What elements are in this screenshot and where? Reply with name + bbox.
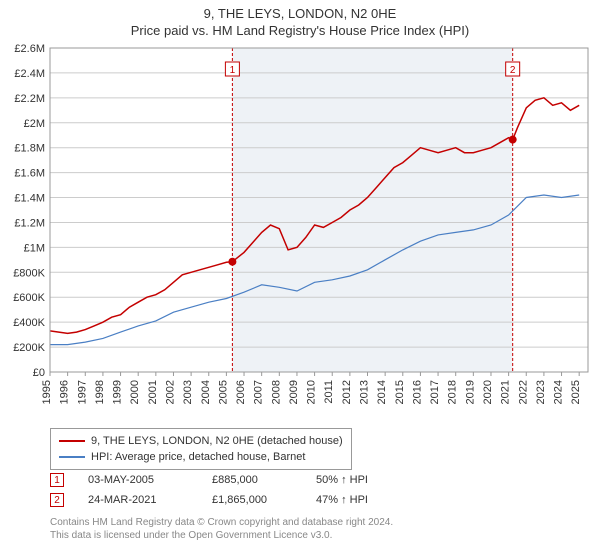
legend-swatch bbox=[59, 456, 85, 458]
svg-text:1998: 1998 bbox=[94, 380, 106, 404]
sale-price: £1,865,000 bbox=[212, 494, 292, 506]
svg-text:2003: 2003 bbox=[182, 380, 194, 404]
svg-text:2013: 2013 bbox=[359, 380, 371, 404]
svg-text:£2M: £2M bbox=[24, 118, 45, 130]
svg-text:2002: 2002 bbox=[164, 380, 176, 404]
sale-pct: 47% ↑ HPI bbox=[316, 494, 376, 506]
svg-text:1999: 1999 bbox=[112, 380, 124, 404]
sales-table: 1 03-MAY-2005 £885,000 50% ↑ HPI 2 24-MA… bbox=[50, 470, 376, 510]
svg-text:£200K: £200K bbox=[13, 342, 45, 354]
svg-text:2025: 2025 bbox=[570, 380, 582, 404]
svg-text:2018: 2018 bbox=[447, 380, 459, 404]
sale-row: 2 24-MAR-2021 £1,865,000 47% ↑ HPI bbox=[50, 490, 376, 510]
sale-date: 24-MAR-2021 bbox=[88, 494, 188, 506]
sale-row: 1 03-MAY-2005 £885,000 50% ↑ HPI bbox=[50, 470, 376, 490]
chart-title-subtitle: Price paid vs. HM Land Registry's House … bbox=[0, 23, 600, 38]
svg-text:2012: 2012 bbox=[341, 380, 353, 404]
svg-text:2010: 2010 bbox=[306, 380, 318, 404]
chart-svg: £0 £200K £400K £600K £800K £1M £1.2M £1.4M £1.6M… bbox=[0, 42, 600, 422]
legend-item: 9, THE LEYS, LONDON, N2 0HE (detached ho… bbox=[59, 433, 343, 449]
svg-text:£1.8M: £1.8M bbox=[14, 143, 45, 155]
svg-text:1996: 1996 bbox=[59, 380, 71, 404]
svg-text:1: 1 bbox=[230, 65, 236, 76]
svg-text:2022: 2022 bbox=[517, 380, 529, 404]
footer-line: This data is licensed under the Open Gov… bbox=[50, 529, 393, 542]
svg-text:2011: 2011 bbox=[323, 380, 335, 404]
sale-marker-icon: 1 bbox=[50, 473, 64, 487]
svg-text:£800K: £800K bbox=[13, 267, 45, 279]
svg-text:£2.4M: £2.4M bbox=[14, 68, 45, 80]
svg-text:2007: 2007 bbox=[253, 380, 265, 404]
chart-plot: £0 £200K £400K £600K £800K £1M £1.2M £1.4M £1.6M… bbox=[0, 42, 600, 422]
title-block: 9, THE LEYS, LONDON, N2 0HE Price paid v… bbox=[0, 0, 600, 38]
footer-attribution: Contains HM Land Registry data © Crown c… bbox=[50, 516, 393, 542]
legend-label: HPI: Average price, detached house, Barn… bbox=[91, 449, 305, 465]
svg-text:£600K: £600K bbox=[13, 292, 45, 304]
svg-text:2017: 2017 bbox=[429, 380, 441, 404]
svg-text:2015: 2015 bbox=[394, 380, 406, 404]
svg-text:£2.6M: £2.6M bbox=[14, 43, 45, 55]
svg-text:2001: 2001 bbox=[147, 380, 159, 404]
sale-marker-icon: 2 bbox=[50, 493, 64, 507]
svg-text:2005: 2005 bbox=[217, 380, 229, 404]
svg-text:2020: 2020 bbox=[482, 380, 494, 404]
svg-text:£1.6M: £1.6M bbox=[14, 168, 45, 180]
sale-price: £885,000 bbox=[212, 474, 292, 486]
svg-text:1997: 1997 bbox=[76, 380, 88, 404]
legend-item: HPI: Average price, detached house, Barn… bbox=[59, 449, 343, 465]
svg-text:2009: 2009 bbox=[288, 380, 300, 404]
svg-text:2023: 2023 bbox=[535, 380, 547, 404]
svg-text:2019: 2019 bbox=[464, 380, 476, 404]
sale-pct: 50% ↑ HPI bbox=[316, 474, 376, 486]
svg-text:2004: 2004 bbox=[200, 380, 212, 404]
svg-text:£1.4M: £1.4M bbox=[14, 193, 45, 205]
chart-title-address: 9, THE LEYS, LONDON, N2 0HE bbox=[0, 6, 600, 21]
svg-text:£0: £0 bbox=[33, 367, 45, 379]
sale-date: 03-MAY-2005 bbox=[88, 474, 188, 486]
svg-text:2008: 2008 bbox=[270, 380, 282, 404]
up-arrow-icon: ↑ bbox=[341, 474, 347, 486]
svg-text:2000: 2000 bbox=[129, 380, 141, 404]
svg-text:£2.2M: £2.2M bbox=[14, 93, 45, 105]
footer-line: Contains HM Land Registry data © Crown c… bbox=[50, 516, 393, 529]
svg-text:1995: 1995 bbox=[41, 380, 53, 404]
chart-container: 9, THE LEYS, LONDON, N2 0HE Price paid v… bbox=[0, 0, 600, 560]
svg-text:2006: 2006 bbox=[235, 380, 247, 404]
svg-text:2: 2 bbox=[510, 65, 516, 76]
legend: 9, THE LEYS, LONDON, N2 0HE (detached ho… bbox=[50, 428, 352, 470]
svg-text:2016: 2016 bbox=[411, 380, 423, 404]
up-arrow-icon: ↑ bbox=[341, 494, 347, 506]
legend-label: 9, THE LEYS, LONDON, N2 0HE (detached ho… bbox=[91, 433, 343, 449]
svg-text:£400K: £400K bbox=[13, 317, 45, 329]
svg-text:2021: 2021 bbox=[500, 380, 512, 404]
svg-text:2024: 2024 bbox=[553, 380, 565, 404]
svg-text:2014: 2014 bbox=[376, 380, 388, 404]
legend-swatch bbox=[59, 440, 85, 442]
svg-text:£1.2M: £1.2M bbox=[14, 217, 45, 229]
svg-text:£1M: £1M bbox=[24, 242, 45, 254]
